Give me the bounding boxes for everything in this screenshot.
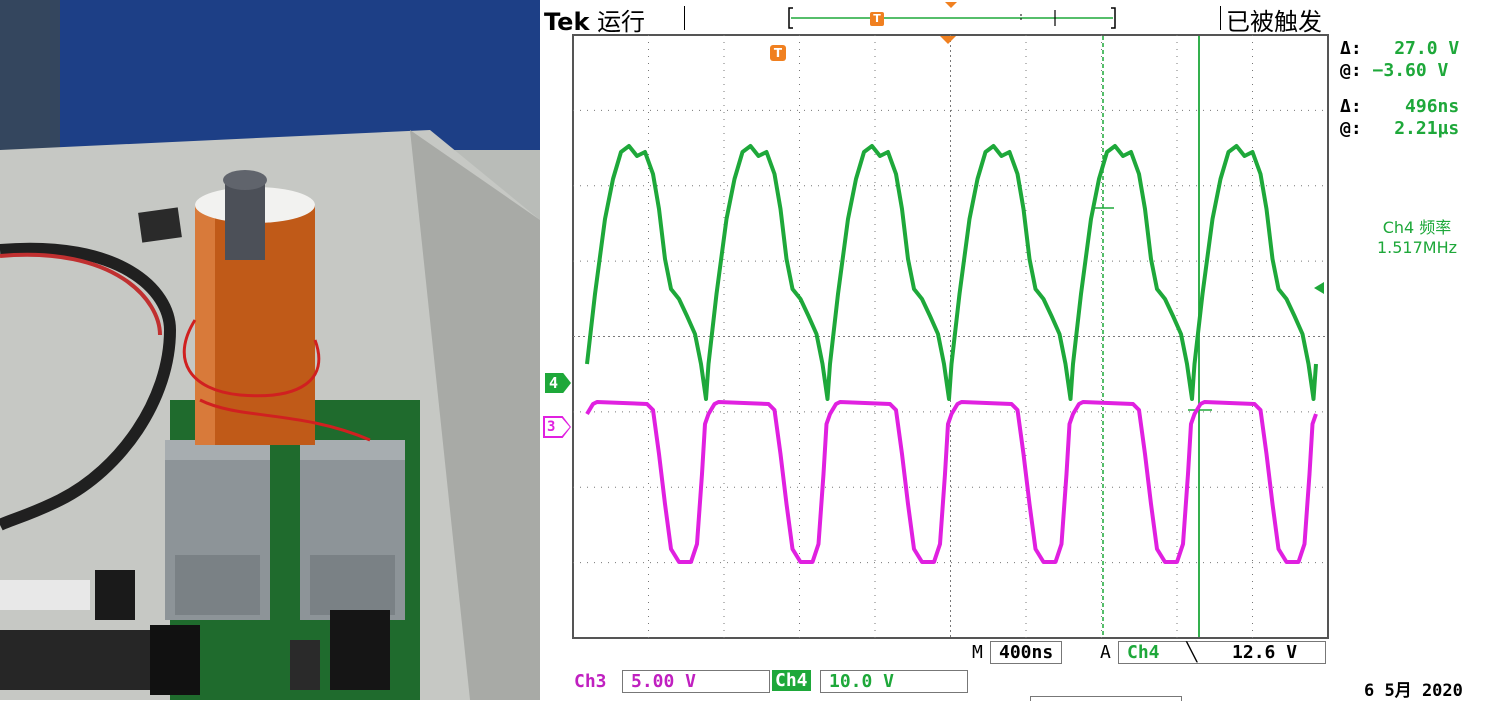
ch4-label: Ch4 bbox=[772, 670, 811, 691]
record-bar bbox=[788, 2, 1116, 29]
brand-label: Tek bbox=[544, 8, 590, 36]
frequency-value: 1.517MHz bbox=[1376, 238, 1458, 257]
frequency-measurement: Ch4 频率 1.517MHz bbox=[1352, 218, 1482, 258]
header-divider-right bbox=[1220, 6, 1221, 30]
tesla-coil-photo bbox=[0, 0, 540, 700]
trigger-status: 已被触发 bbox=[1226, 8, 1322, 36]
ch4-marker: 4 bbox=[545, 373, 571, 393]
ch3-scale: 5.00 V bbox=[622, 670, 770, 693]
trigger-position-marker bbox=[940, 36, 956, 44]
run-status: 运行 bbox=[597, 8, 646, 36]
graticule-trigger-badge: T bbox=[770, 45, 786, 61]
falling-edge-icon: ╲ bbox=[1186, 642, 1198, 663]
ch4-scale: 10.0 V bbox=[820, 670, 968, 693]
trigger-mode: A bbox=[1100, 642, 1111, 663]
ch3-marker-label: 3 bbox=[547, 419, 556, 435]
trigger-level: 12.6 V bbox=[1232, 642, 1298, 663]
cursor-readout-volts: Δ: 27.0 V @: −3.60 V bbox=[1340, 38, 1460, 81]
grid-lines bbox=[573, 35, 1328, 638]
oscilloscope-screen: Tek 运行 T 已被触发 T 4 3 bbox=[540, 0, 1493, 701]
cursor-readout-time: Δ: 496ns @: 2.21µs bbox=[1340, 96, 1460, 139]
ch3-label: Ch3 bbox=[574, 671, 607, 692]
ch3-waveform bbox=[585, 400, 1318, 564]
record-trigger-badge: T bbox=[870, 12, 884, 26]
waveform-graticule bbox=[572, 34, 1329, 639]
trigger-level-arrow bbox=[1314, 282, 1324, 294]
timebase-prefix: M bbox=[972, 642, 983, 663]
trigger-info: Ch4 ╲ 12.6 V bbox=[1118, 641, 1326, 664]
frequency-label: Ch4 频率 bbox=[1382, 218, 1452, 237]
header-divider-left bbox=[684, 6, 685, 30]
ch4-waveform bbox=[585, 144, 1318, 401]
date-label: 6 5月 2020 bbox=[1364, 681, 1463, 701]
trigger-source: Ch4 bbox=[1127, 642, 1160, 663]
timebase-value: 400ns bbox=[990, 641, 1063, 664]
